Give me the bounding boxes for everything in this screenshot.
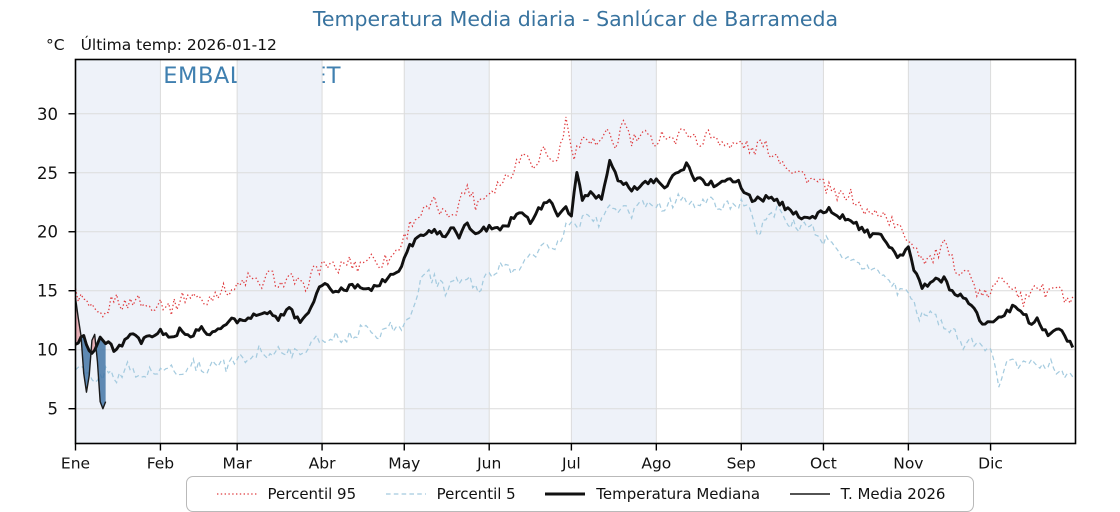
month-band-mar bbox=[237, 59, 323, 444]
x-tick-label-feb: Feb bbox=[147, 455, 174, 473]
x-tick-label-jun: Jun bbox=[476, 455, 501, 473]
legend-label: Percentil 5 bbox=[436, 485, 516, 503]
y-tick-label-15: 15 bbox=[37, 282, 58, 301]
legend-label: Percentil 95 bbox=[267, 485, 357, 503]
x-tick-label-ene: Ene bbox=[61, 455, 90, 473]
x-tick-label-mar: Mar bbox=[223, 455, 253, 473]
x-tick-label-may: May bbox=[388, 455, 420, 473]
legend-item-t-media-2026: T. Media 2026 bbox=[788, 485, 946, 503]
month-band-jul bbox=[571, 59, 657, 444]
x-tick-label-nov: Nov bbox=[893, 455, 923, 473]
legend-label: T. Media 2026 bbox=[840, 485, 946, 503]
y-tick-label-30: 30 bbox=[37, 105, 58, 124]
temperature-chart-plot: 5 10 15 20 25 30 Ene Feb Mar Abr May Jun Jul Ago Sep Oc… bbox=[37, 58, 1077, 473]
series-line-temperatura-mediana bbox=[74, 158, 1075, 355]
legend-swatch-dashed bbox=[385, 493, 426, 495]
subtitle-row: °C Última temp: 2026-01-12 bbox=[46, 36, 277, 54]
month-band-may bbox=[404, 59, 490, 444]
legend-swatch-solid bbox=[545, 492, 586, 496]
legend-swatch-solid bbox=[789, 493, 830, 495]
x-tick-label-abr: Abr bbox=[309, 455, 336, 473]
chart-title: Temperatura Media diaria - Sanlúcar de B… bbox=[312, 7, 839, 31]
month-band-nov bbox=[908, 59, 991, 444]
month-band-ene bbox=[75, 59, 161, 444]
fill-below-median bbox=[95, 337, 106, 409]
x-tick-label-oct: Oct bbox=[810, 455, 837, 473]
series-line-t-media-2026 bbox=[74, 297, 107, 410]
y-tick-label-25: 25 bbox=[37, 164, 58, 183]
plot-border bbox=[74, 58, 1077, 445]
last-temp-label: Última temp: 2026-01-12 bbox=[80, 36, 277, 54]
legend-item-temperatura-mediana: Temperatura Mediana bbox=[543, 485, 760, 503]
legend-item-percentil-95: Percentil 95 bbox=[215, 485, 357, 503]
legend-label: Temperatura Mediana bbox=[596, 485, 761, 503]
y-unit-label: °C bbox=[46, 36, 65, 54]
month-band-sep bbox=[741, 59, 824, 444]
x-tick-label-jul: Jul bbox=[561, 455, 581, 473]
x-tick-label-dic: Dic bbox=[978, 455, 1003, 473]
legend-item-percentil-5: Percentil 5 bbox=[384, 485, 516, 503]
y-tick-label-5: 5 bbox=[48, 400, 59, 419]
x-tick-label-ago: Ago bbox=[641, 455, 671, 473]
series-line-percentil-95 bbox=[74, 116, 1074, 318]
x-tick-label-sep: Sep bbox=[727, 455, 756, 473]
y-tick-label-10: 10 bbox=[37, 341, 58, 360]
y-tick-label-20: 20 bbox=[37, 223, 58, 242]
series-line-percentil-5 bbox=[75, 192, 1074, 388]
chart-legend: Percentil 95 Percentil 5 Temperatura Media… bbox=[186, 476, 974, 512]
legend-swatch-dotted bbox=[216, 493, 257, 495]
